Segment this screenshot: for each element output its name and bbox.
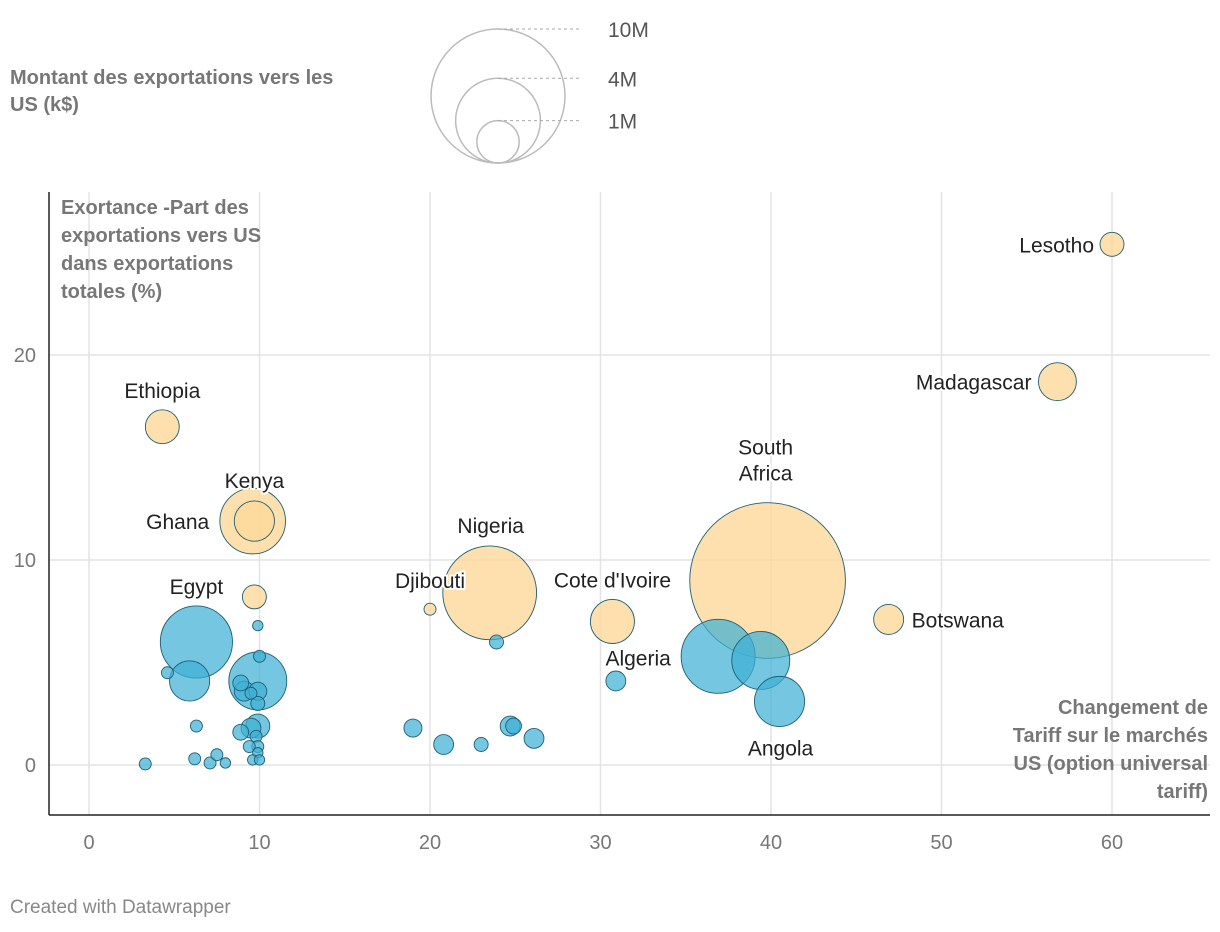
bubble-cote-d-ivoire[interactable] (589, 599, 635, 644)
bubble-botswana[interactable] (873, 604, 905, 635)
bubble-point[interactable] (523, 727, 545, 749)
x-axis-title: Tariff sur le marchés (1013, 725, 1208, 747)
point-label: Egypt (170, 576, 224, 599)
bubble-point[interactable] (253, 649, 266, 663)
y-axis-title: exportations vers US (61, 225, 261, 247)
point-label: Angola (748, 737, 814, 760)
x-tick-label: 10 (248, 832, 270, 854)
x-axis-title: tariff) (1157, 781, 1208, 803)
size-legend-title-line1: Montant des exportations vers les (10, 67, 333, 89)
point-label: South (738, 437, 793, 460)
y-tick-label: 0 (25, 755, 36, 777)
bubble-point[interactable] (138, 757, 152, 771)
bubble-point[interactable] (250, 696, 266, 711)
bubble-point[interactable] (241, 584, 267, 610)
footer-credit[interactable]: Created with Datawrapper (10, 897, 231, 918)
bubble-ethiopia[interactable] (144, 409, 180, 445)
y-axis-title: totales (%) (61, 281, 162, 303)
bubble-point[interactable] (189, 719, 203, 733)
point-label: Lesotho (1019, 234, 1094, 257)
y-axis-title: Exortance -Part des (61, 197, 249, 219)
size-legend-label: 4M (608, 68, 637, 91)
bubble-point[interactable] (473, 737, 489, 752)
point-label: Botswana (912, 609, 1005, 632)
point-label: Madagascar (916, 372, 1032, 395)
bubble-point[interactable] (219, 757, 232, 769)
bubble-point[interactable] (244, 686, 258, 700)
point-label: Kenya (225, 470, 285, 493)
bubble-point[interactable] (160, 666, 174, 680)
bubble-kenya[interactable] (233, 500, 275, 542)
size-legend-label: 1M (608, 111, 637, 134)
bubble-point[interactable] (242, 740, 256, 753)
y-tick-label: 10 (14, 550, 36, 572)
y-axis-title: dans exportations (61, 253, 233, 275)
bubbles (138, 231, 1125, 771)
x-tick-label: 0 (83, 832, 94, 854)
point-label: Ethiopia (124, 380, 200, 403)
point-label: Ghana (146, 511, 209, 534)
x-axis-title: Changement de (1058, 697, 1208, 719)
bubble-angola[interactable] (754, 675, 806, 727)
bubble-point[interactable] (188, 752, 202, 766)
point-labels: South Africa Nigeria Ghana Kenya Cote d'Ivoir… (122, 232, 1096, 762)
bubble-madagascar[interactable] (1038, 362, 1077, 402)
point-label: Djibouti (395, 570, 465, 593)
bubble-point[interactable] (605, 670, 627, 692)
size-legend-title-line2: US (k$) (10, 94, 79, 116)
bubble-point[interactable] (489, 634, 504, 650)
bubble-point[interactable] (203, 756, 217, 770)
gridlines (49, 192, 1210, 815)
bubble-point[interactable] (169, 660, 211, 702)
y-tick-label: 20 (14, 345, 36, 367)
point-label: Nigeria (457, 515, 524, 538)
bubble-djibouti[interactable] (423, 602, 437, 616)
size-legend-label: 10M (608, 19, 649, 42)
bubble-point[interactable] (433, 734, 455, 755)
bubble-point[interactable] (252, 619, 264, 632)
bubble-point[interactable] (253, 754, 266, 766)
x-axis-title: US (option universal (1014, 753, 1208, 775)
x-tick-label: 60 (1101, 832, 1123, 854)
bubble-point[interactable] (232, 723, 250, 741)
axis-titles: Exortance -Part des exportations vers US d… (61, 197, 1208, 803)
point-label: Algeria (605, 647, 671, 670)
bubble-point[interactable] (210, 748, 224, 762)
x-tick-label: 20 (419, 832, 441, 854)
x-tick-label: 30 (589, 832, 611, 854)
size-legend-circle (430, 28, 566, 164)
bubble-lesotho[interactable] (1099, 231, 1125, 257)
bubble-point[interactable] (505, 717, 522, 735)
size-legend: 10M 4M 1M (430, 19, 649, 164)
point-label: Africa (739, 463, 793, 486)
size-legend-circle (476, 119, 520, 164)
point-label: Cote d'Ivoire (554, 570, 671, 593)
bubble-point[interactable] (232, 674, 250, 692)
bubble-point[interactable] (403, 718, 423, 738)
x-tick-label: 40 (760, 832, 782, 854)
x-tick-label: 50 (930, 832, 952, 854)
tick-labels: 0 10 20 30 40 50 60 0 10 20 (14, 345, 1123, 854)
